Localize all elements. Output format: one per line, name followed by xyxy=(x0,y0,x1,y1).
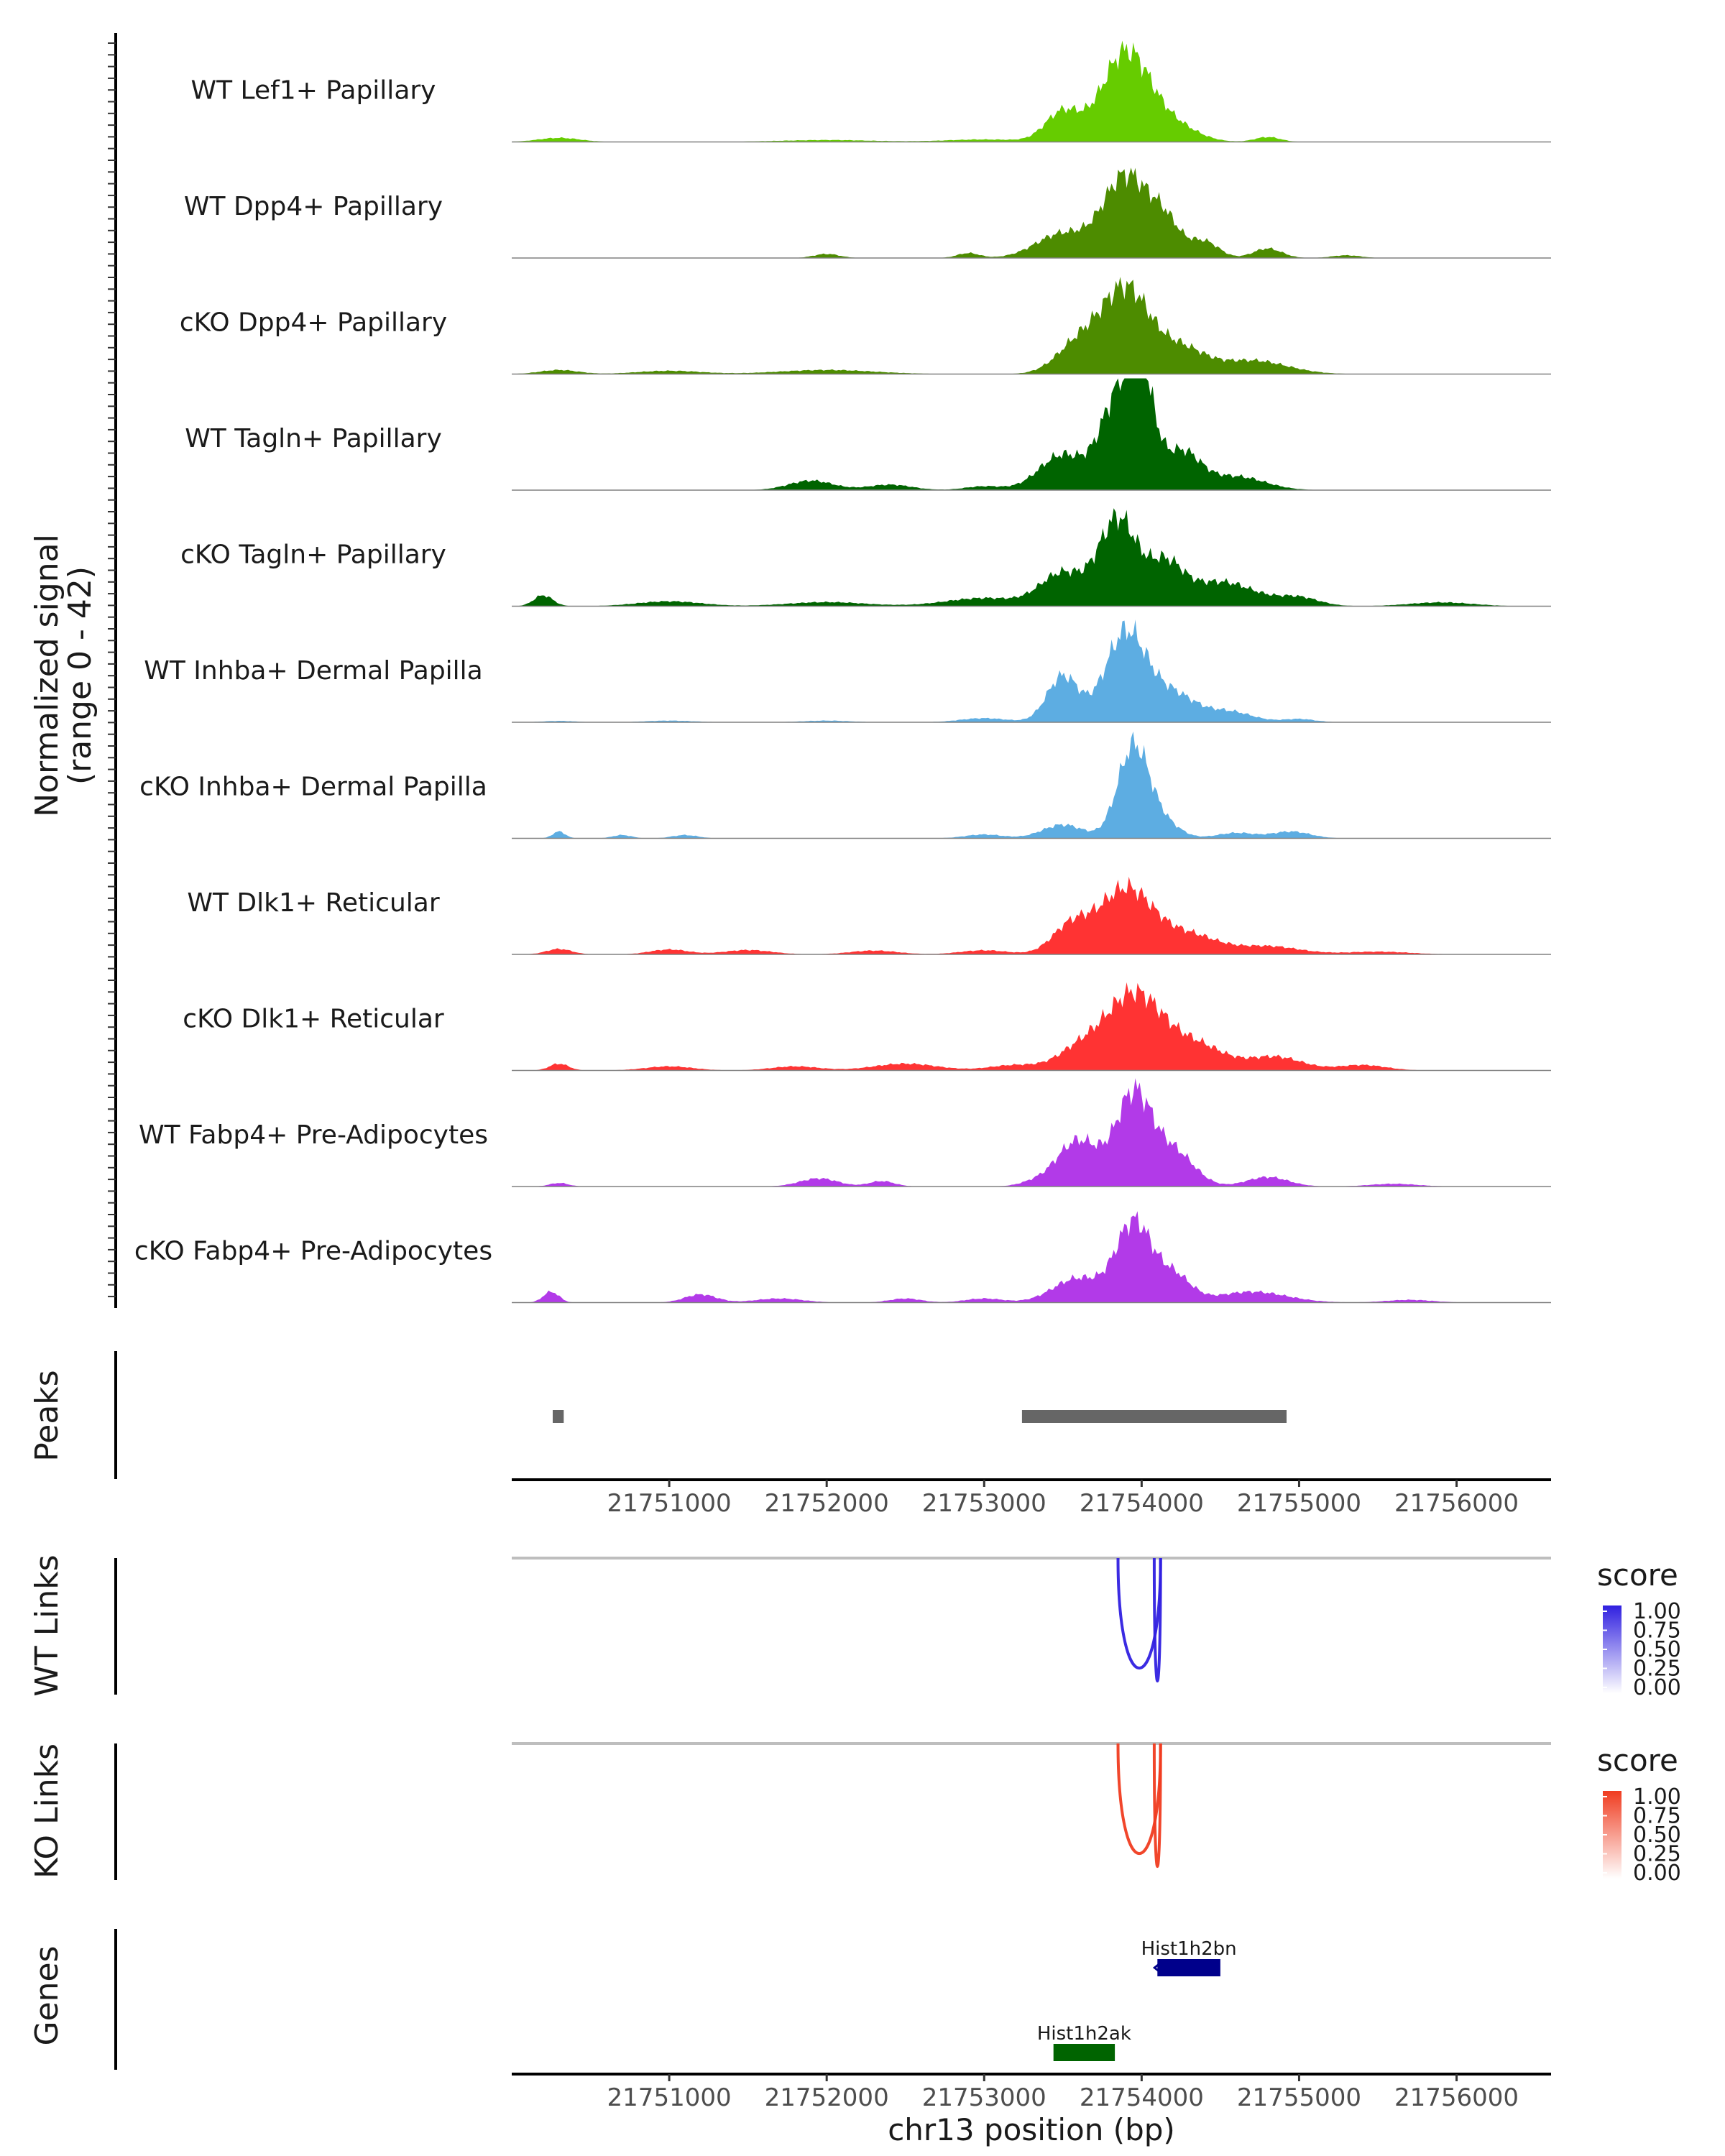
coverage-area xyxy=(512,876,1551,954)
x-tick-label: 21755000 xyxy=(1237,1489,1361,1518)
colorbar-tick-label: 0.00 xyxy=(1633,1675,1681,1700)
link-arc xyxy=(1116,1557,1162,1669)
coverage-track: WT Lef1+ Papillary xyxy=(191,40,1551,143)
colorbar-tick-label: 0.75 xyxy=(1633,1804,1681,1829)
wt-links-legend-title: score xyxy=(1597,1557,1678,1593)
coverage-track: WT Inhba+ Dermal Papilla xyxy=(144,619,1551,723)
gene-label: Hist1h2ak xyxy=(1037,2023,1131,2045)
link-arc xyxy=(1152,1557,1162,1683)
coverage-ylabel-line1: Normalized signal xyxy=(29,534,65,817)
coverage-track-label: cKO Fabp4+ Pre-Adipocytes xyxy=(134,1237,492,1266)
coverage-track-label: cKO Inhba+ Dermal Papilla xyxy=(139,773,487,802)
coverage-track-label: WT Dpp4+ Papillary xyxy=(184,192,443,221)
x-tick-label: 21751000 xyxy=(607,2083,732,2112)
coverage-track: cKO Dpp4+ Papillary xyxy=(180,277,1551,375)
coverage-area xyxy=(512,1078,1551,1187)
coverage-track-label: WT Lef1+ Papillary xyxy=(191,76,436,106)
x-tick-label: 21755000 xyxy=(1237,2083,1361,2112)
links-panel: WT Links KO Links score score 1.000.750.… xyxy=(29,1554,1681,1886)
x-axis-top: 21751000 21752000 21753000 21754000 21755000… xyxy=(512,1478,1551,1518)
colorbar-tick-label: 1.00 xyxy=(1633,1599,1681,1624)
coverage-track-label: WT Tagln+ Papillary xyxy=(185,424,442,453)
gene-body xyxy=(1053,2044,1116,2061)
coverage-track-label: cKO Tagln+ Papillary xyxy=(180,540,446,570)
peaks-panel: Peaks xyxy=(29,1351,1287,1479)
x-axis-bottom: chr13 position (bp) 21751000 21752000 2175… xyxy=(512,2073,1551,2147)
coverage-track: cKO Tagln+ Papillary xyxy=(180,508,1551,607)
coverage-track-label: cKO Dpp4+ Papillary xyxy=(180,308,447,338)
coverage-y-axis: Normalized signal (range 0 - 42) xyxy=(29,33,117,1308)
x-tick-label: 21752000 xyxy=(765,1489,889,1518)
x-tick-label: 21754000 xyxy=(1080,2083,1204,2112)
colorbar-tick-label: 0.50 xyxy=(1633,1637,1681,1662)
coverage-track-label: WT Fabp4+ Pre-Adipocytes xyxy=(139,1120,488,1150)
coverage-area xyxy=(512,378,1551,490)
colorbar-tick-label: 1.00 xyxy=(1633,1784,1681,1810)
colorbar-tick-label: 0.25 xyxy=(1633,1842,1681,1867)
colorbar-tick-label: 0.00 xyxy=(1633,1861,1681,1886)
peaks-track-label: Peaks xyxy=(29,1370,65,1461)
coverage-area xyxy=(512,40,1551,142)
coverage-ylabel-line2: (range 0 - 42) xyxy=(62,566,98,785)
x-tick-label: 21753000 xyxy=(922,1489,1046,1518)
peak-region xyxy=(1021,1410,1287,1423)
ko-links-legend-title: score xyxy=(1597,1743,1678,1778)
genes-track-label: Genes xyxy=(29,1945,65,2045)
colorbar-tick-label: 0.75 xyxy=(1633,1618,1681,1644)
x-tick-label: 21756000 xyxy=(1394,1489,1519,1518)
coverage-area xyxy=(512,619,1551,722)
coverage-area xyxy=(512,508,1551,607)
link-arc xyxy=(1152,1743,1162,1869)
x-axis-title: chr13 position (bp) xyxy=(888,2112,1175,2147)
coverage-track: cKO Dlk1+ Reticular xyxy=(183,982,1551,1072)
coverage-panel: WT Lef1+ Papillary WT Dpp4+ Papillary cKO … xyxy=(134,40,1551,1304)
wt-links-label: WT Links xyxy=(29,1554,65,1696)
x-tick-label: 21752000 xyxy=(765,2083,889,2112)
coverage-track-label: WT Inhba+ Dermal Papilla xyxy=(144,656,482,686)
coverage-track: cKO Inhba+ Dermal Papilla xyxy=(139,731,1551,839)
coverage-area xyxy=(512,731,1551,839)
colorbar-tick-label: 0.25 xyxy=(1633,1657,1681,1682)
coverage-area xyxy=(512,167,1551,258)
coverage-track: WT Fabp4+ Pre-Adipocytes xyxy=(139,1078,1551,1187)
x-tick-label: 21756000 xyxy=(1394,2083,1519,2112)
strand-arrow-icon xyxy=(1152,1961,1163,1975)
coverage-area xyxy=(512,982,1551,1071)
gene-label: Hist1h2bn xyxy=(1141,1938,1237,1960)
x-tick-label: 21754000 xyxy=(1080,1489,1204,1518)
coverage-area xyxy=(512,277,1551,374)
x-tick-label: 21753000 xyxy=(922,2083,1046,2112)
coverage-track: cKO Fabp4+ Pre-Adipocytes xyxy=(134,1211,1551,1304)
coverage-track: WT Tagln+ Papillary xyxy=(185,378,1551,491)
peak-region xyxy=(553,1410,564,1423)
x-tick-label: 21751000 xyxy=(607,1489,732,1518)
coverage-track: WT Dpp4+ Papillary xyxy=(184,167,1551,259)
ko-links-label: KO Links xyxy=(29,1743,65,1879)
coverage-track: WT Dlk1+ Reticular xyxy=(187,876,1551,955)
coverage-track-label: cKO Dlk1+ Reticular xyxy=(183,1005,444,1034)
coverage-area xyxy=(512,1211,1551,1303)
gene-body xyxy=(1157,1959,1220,1976)
colorbar-tick-label: 0.50 xyxy=(1633,1823,1681,1848)
genes-panel: Genes Hist1h2bn Hist1h2ak xyxy=(29,1929,1237,2070)
coverage-track-label: WT Dlk1+ Reticular xyxy=(187,888,439,918)
link-arc xyxy=(1116,1743,1162,1855)
